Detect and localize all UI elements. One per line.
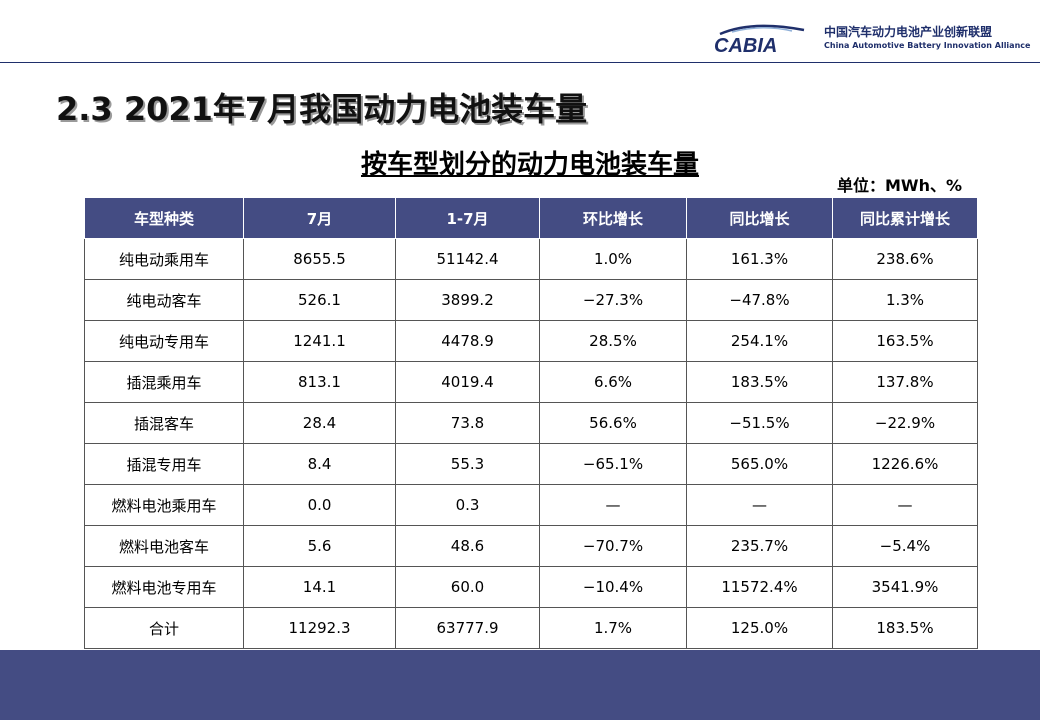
cabia-logo: CABIA 中国汽车动力电池产业创新联盟 China Automotive Ba… xyxy=(712,20,1030,60)
value-cell: 4019.4 xyxy=(395,361,540,403)
table-row: 合计 11292.3 63777.9 1.7% 125.0% 183.5% xyxy=(84,607,978,649)
value-cell: 28.4 xyxy=(243,402,396,444)
table-row: 插混客车 28.4 73.8 56.6% −51.5% −22.9% xyxy=(84,402,978,444)
value-cell: 1.7% xyxy=(539,607,687,649)
value-cell: 73.8 xyxy=(395,402,540,444)
vehicle-type-cell: 插混客车 xyxy=(84,402,244,444)
vehicle-type-cell: 合计 xyxy=(84,607,244,649)
vehicle-type-cell: 燃料电池客车 xyxy=(84,525,244,567)
value-cell: 48.6 xyxy=(395,525,540,567)
value-cell: −70.7% xyxy=(539,525,687,567)
column-header: 1-7月 xyxy=(395,197,540,239)
value-cell: 5.6 xyxy=(243,525,396,567)
unit-label: 单位：MWh、% xyxy=(837,176,962,195)
value-cell: 0.3 xyxy=(395,484,540,526)
column-header: 环比增长 xyxy=(539,197,687,239)
table-row: 纯电动客车 526.1 3899.2 −27.3% −47.8% 1.3% xyxy=(84,279,978,321)
value-cell: −65.1% xyxy=(539,443,687,485)
table-row: 纯电动乘用车 8655.5 51142.4 1.0% 161.3% 238.6% xyxy=(84,238,978,280)
value-cell: 163.5% xyxy=(832,320,978,362)
value-cell: 238.6% xyxy=(832,238,978,280)
table-row: 插混专用车 8.4 55.3 −65.1% 565.0% 1226.6% xyxy=(84,443,978,485)
value-cell: 0.0 xyxy=(243,484,396,526)
table-row: 燃料电池客车 5.6 48.6 −70.7% 235.7% −5.4% xyxy=(84,525,978,567)
value-cell: 235.7% xyxy=(686,525,833,567)
value-cell: 1226.6% xyxy=(832,443,978,485)
column-header: 7月 xyxy=(243,197,396,239)
value-cell: 11292.3 xyxy=(243,607,396,649)
value-cell: 8.4 xyxy=(243,443,396,485)
table-row: 燃料电池乘用车 0.0 0.3— — — xyxy=(84,484,978,526)
logo-wordmark: CABIA xyxy=(714,35,777,56)
slide-title: 2.3 2021年7月我国动力电池装车量 xyxy=(56,90,588,128)
value-cell: 60.0 xyxy=(395,566,540,608)
vehicle-type-cell: 插混乘用车 xyxy=(84,361,244,403)
column-header: 车型种类 xyxy=(84,197,244,239)
table-row: 插混乘用车 813.1 4019.4 6.6% 183.5% 137.8% xyxy=(84,361,978,403)
value-cell: 254.1% xyxy=(686,320,833,362)
value-cell: 161.3% xyxy=(686,238,833,280)
table-header-row: 车型种类 7月 1-7月 环比增长 同比增长 同比累计增长 xyxy=(84,197,978,239)
value-cell: 56.6% xyxy=(539,402,687,444)
value-cell: 11572.4% xyxy=(686,566,833,608)
header-divider xyxy=(0,62,1040,63)
value-cell: 137.8% xyxy=(832,361,978,403)
value-cell: −22.9% xyxy=(832,402,978,444)
value-cell: 55.3 xyxy=(395,443,540,485)
table-body: 纯电动乘用车 8655.5 51142.4 1.0% 161.3% 238.6% 纯电动客车… xyxy=(84,238,978,649)
logo-name-cn: 中国汽车动力电池产业创新联盟 xyxy=(824,25,993,39)
value-cell: 28.5% xyxy=(539,320,687,362)
table-row: 纯电动专用车 1241.1 4478.9 28.5% 254.1% 163.5% xyxy=(84,320,978,362)
value-cell: 8655.5 xyxy=(243,238,396,280)
column-header: 同比累计增长 xyxy=(832,197,978,239)
battery-install-table: 车型种类 7月 1-7月 环比增长 同比增长 同比累计增长 纯电动乘用车 8655.5 511… xyxy=(84,197,978,649)
vehicle-type-cell: 纯电动专用车 xyxy=(84,320,244,362)
value-cell: 1241.1 xyxy=(243,320,396,362)
value-cell: −51.5% xyxy=(686,402,833,444)
value-cell: 125.0% xyxy=(686,607,833,649)
value-cell: — xyxy=(539,484,687,526)
vehicle-type-cell: 纯电动乘用车 xyxy=(84,238,244,280)
vehicle-type-cell: 插混专用车 xyxy=(84,443,244,485)
value-cell: 51142.4 xyxy=(395,238,540,280)
value-cell: 14.1 xyxy=(243,566,396,608)
vehicle-type-cell: 燃料电池专用车 xyxy=(84,566,244,608)
value-cell: 63777.9 xyxy=(395,607,540,649)
value-cell: 526.1 xyxy=(243,279,396,321)
column-header: 同比增长 xyxy=(686,197,833,239)
footer-band xyxy=(0,650,1040,720)
cabia-logo-icon: CABIA xyxy=(714,24,805,56)
value-cell: 183.5% xyxy=(832,607,978,649)
value-cell: 6.6% xyxy=(539,361,687,403)
value-cell: — xyxy=(686,484,833,526)
value-cell: −5.4% xyxy=(832,525,978,567)
vehicle-type-cell: 燃料电池乘用车 xyxy=(84,484,244,526)
value-cell: −47.8% xyxy=(686,279,833,321)
value-cell: −27.3% xyxy=(539,279,687,321)
value-cell: 4478.9 xyxy=(395,320,540,362)
value-cell: 813.1 xyxy=(243,361,396,403)
value-cell: 3899.2 xyxy=(395,279,540,321)
value-cell: — xyxy=(832,484,978,526)
table-row: 燃料电池专用车 14.1 60.0 −10.4% 11572.4% 3541.9% xyxy=(84,566,978,608)
value-cell: −10.4% xyxy=(539,566,687,608)
logo-name-en: China Automotive Battery Innovation Alli… xyxy=(824,41,1031,50)
value-cell: 183.5% xyxy=(686,361,833,403)
value-cell: 3541.9% xyxy=(832,566,978,608)
value-cell: 1.0% xyxy=(539,238,687,280)
vehicle-type-cell: 纯电动客车 xyxy=(84,279,244,321)
table-title: 按车型划分的动力电池装车量 xyxy=(360,150,699,180)
value-cell: 565.0% xyxy=(686,443,833,485)
value-cell: 1.3% xyxy=(832,279,978,321)
